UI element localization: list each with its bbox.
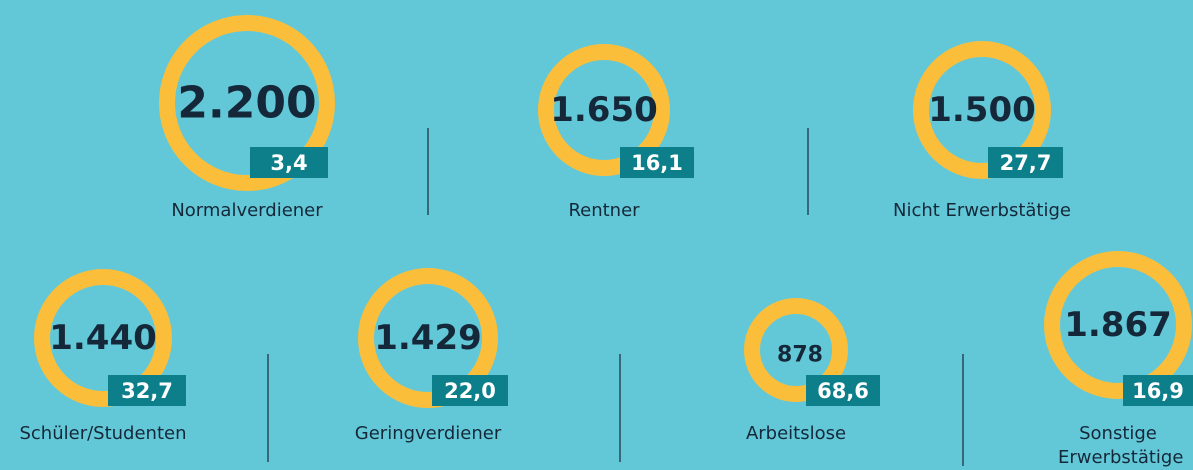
label: Arbeitslose [745, 423, 847, 444]
label: Rentner [568, 200, 640, 221]
value: 878 [777, 342, 823, 368]
badge: 68,6 [806, 375, 880, 406]
badge: 32,7 [108, 375, 186, 406]
value: 1.429 [374, 318, 482, 358]
badge: 16,1 [620, 147, 694, 178]
value: 1.650 [550, 90, 658, 130]
ring [34, 269, 172, 407]
label: Nicht Erwerbstätige [893, 200, 1071, 221]
label: Sonstige Erwerbstätige [1058, 423, 1184, 468]
value: 1.500 [928, 90, 1036, 130]
label: Schüler/Studenten [19, 423, 187, 444]
ring [913, 41, 1051, 179]
separators [267, 128, 964, 466]
ring [538, 44, 670, 176]
ring [358, 268, 498, 408]
label: Geringverdiener [354, 423, 502, 444]
ring [159, 15, 335, 191]
badge: 16,9 [1123, 375, 1193, 406]
badge: 22,0 [432, 375, 508, 406]
value: 2.200 [177, 77, 317, 129]
badge: 3,4 [250, 147, 328, 178]
ring [1044, 251, 1192, 399]
value: 1.440 [49, 318, 157, 358]
label: Normalverdiener [171, 200, 323, 221]
value: 1.867 [1064, 305, 1172, 345]
ring [744, 298, 848, 402]
badge: 27,7 [988, 147, 1063, 178]
